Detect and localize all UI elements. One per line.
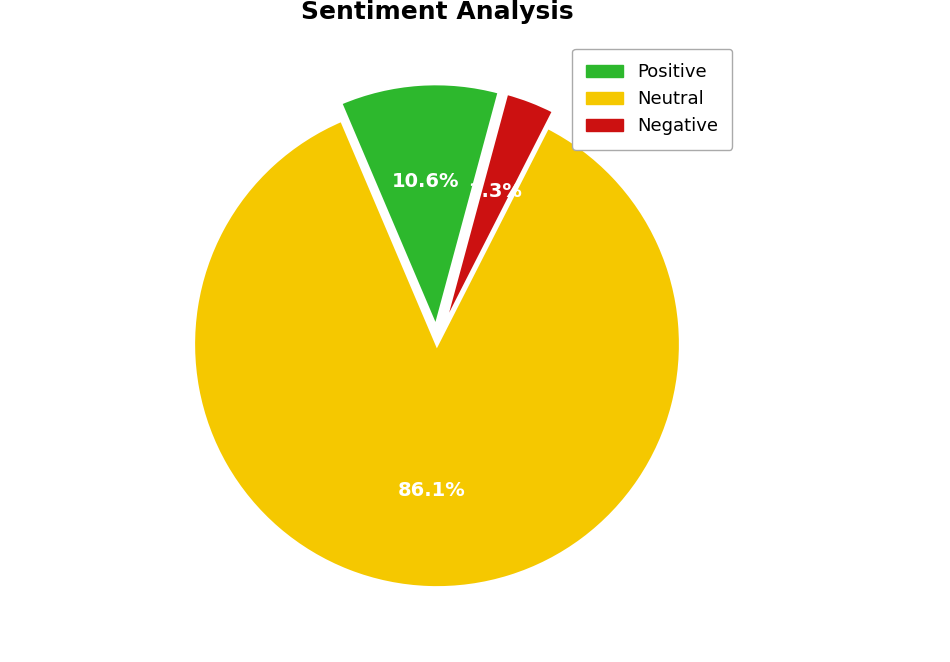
Wedge shape xyxy=(340,83,500,327)
Wedge shape xyxy=(443,93,554,328)
Text: 86.1%: 86.1% xyxy=(398,481,466,500)
Legend: Positive, Neutral, Negative: Positive, Neutral, Negative xyxy=(572,49,732,150)
Text: 3.3%: 3.3% xyxy=(468,183,522,201)
Text: 10.6%: 10.6% xyxy=(392,172,460,191)
Title: Sentiment Analysis: Sentiment Analysis xyxy=(301,0,573,24)
Wedge shape xyxy=(194,120,680,588)
